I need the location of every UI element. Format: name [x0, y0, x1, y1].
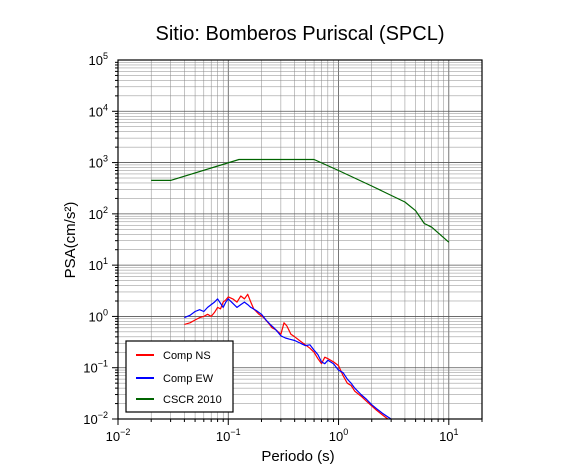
x-tick-labels: 10−2 10−1 100 101: [106, 427, 459, 444]
y-tick-label: 10−1: [83, 359, 108, 376]
series-line-2: [184, 298, 392, 420]
chart-title: Sitio: Bomberos Puriscal (SPCL): [156, 23, 445, 45]
legend-box: [125, 340, 234, 413]
x-tick-label: 10−2: [106, 427, 131, 444]
grid: [117, 60, 483, 420]
x-tick-label: 100: [329, 427, 348, 444]
legend-label: Comp NS: [163, 350, 211, 362]
plot-border: [117, 59, 483, 420]
x-tick-label: 101: [439, 427, 458, 444]
y-tick-label: 10−2: [83, 410, 108, 427]
legend-label: CSCR 2010: [163, 394, 222, 406]
y-axis-label: PSA(cm/s²): [62, 202, 79, 279]
y-tick-label: 100: [89, 307, 108, 324]
series-layer: [151, 158, 450, 420]
y-tick-label: 104: [89, 102, 108, 119]
y-tick-label: 103: [89, 154, 108, 171]
y-tick-label: 102: [89, 205, 108, 222]
legend: Comp NS Comp EW CSCR 2010: [125, 340, 234, 413]
legend-label: Comp EW: [163, 373, 214, 385]
ticks: [112, 61, 483, 425]
y-tick-labels: 10−2 10−1 100 101 102 103 104 105: [83, 51, 108, 427]
y-tick-label: 105: [89, 51, 108, 68]
x-axis-label: Periodo (s): [261, 448, 334, 465]
y-tick-label: 101: [89, 256, 108, 273]
x-tick-label: 10−1: [216, 427, 241, 444]
series-line-3: [151, 158, 450, 243]
